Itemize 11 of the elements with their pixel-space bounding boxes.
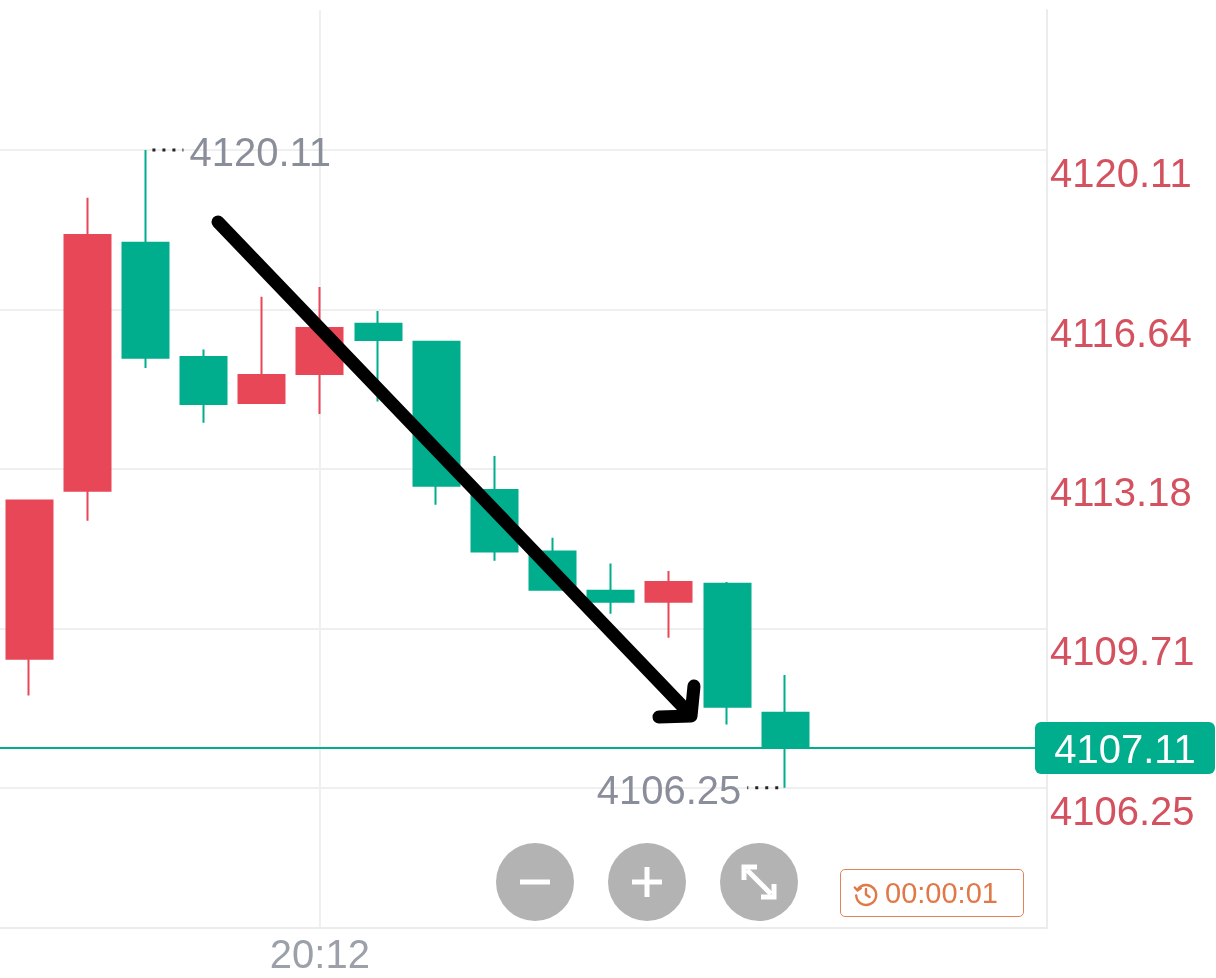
y-tick-label: 4113.18 (1050, 469, 1192, 514)
x-tick-label: 20:12 (269, 932, 370, 976)
y-tick-label: 4109.71 (1050, 629, 1195, 674)
timer-box: 00:00:01 (840, 869, 1024, 917)
ref-line-label: 4107.11 (1054, 727, 1196, 772)
y-tick-label: 4116.64 (1050, 310, 1192, 355)
annotation: 00:00:01 (885, 877, 998, 909)
y-tick-label: 4120.11 (1050, 150, 1192, 195)
annotation: 4106.25 (596, 767, 742, 812)
y-tick-label: 4106.25 (1050, 788, 1195, 833)
annotation: 4120.11 (189, 129, 332, 174)
